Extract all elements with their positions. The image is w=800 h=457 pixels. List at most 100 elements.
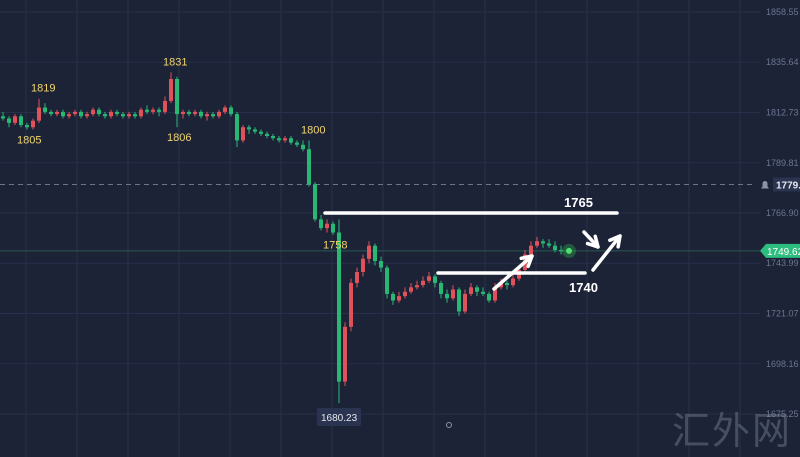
candle-body	[457, 289, 461, 312]
candle-body	[463, 293, 467, 312]
candle-body	[319, 219, 323, 229]
candle-body	[535, 241, 539, 246]
candle-body	[127, 114, 131, 117]
current-price-tag	[760, 243, 800, 258]
candle-body	[1, 116, 5, 119]
candle-body	[187, 111, 191, 115]
candle-body	[121, 114, 125, 117]
candle-body	[487, 293, 491, 301]
y-tick-label: 1698.16	[766, 359, 799, 369]
up-arrow-icon-head	[608, 234, 622, 249]
candle-body	[331, 223, 335, 233]
candle-body	[505, 282, 509, 286]
candle-body	[49, 111, 53, 115]
candle-body	[475, 287, 479, 292]
candle-body	[61, 111, 65, 117]
candle-body	[337, 232, 341, 382]
y-tick-label: 1721.07	[766, 309, 799, 319]
scroll-indicator	[446, 422, 452, 428]
watermark: 汇外网	[671, 409, 792, 453]
candle-body	[277, 138, 281, 141]
y-tick-label: 1766.90	[766, 208, 799, 218]
up-arrow-icon-head	[519, 254, 534, 269]
candle-body	[163, 100, 167, 112]
candle-body	[511, 278, 515, 286]
resistance-label: 1765	[564, 195, 593, 210]
down-arrow-icon-head	[585, 234, 600, 249]
candle-body	[109, 111, 113, 117]
candle-body	[529, 245, 533, 255]
candle-body	[367, 245, 371, 259]
candle-body	[469, 287, 473, 294]
candle-body	[217, 111, 221, 117]
candle-body	[253, 129, 257, 132]
candle-body	[559, 250, 563, 252]
candle-body	[37, 107, 41, 121]
candle-body	[199, 111, 203, 117]
candle-body	[241, 127, 245, 141]
up-arrow-icon	[492, 254, 534, 291]
candle-body	[421, 280, 425, 286]
y-tick-label: 1675.25	[766, 409, 799, 419]
candle-body	[547, 243, 551, 246]
candle-body	[25, 125, 29, 128]
candle-body	[379, 261, 383, 268]
candle-body	[493, 287, 497, 301]
y-tick-label: 1743.99	[766, 258, 799, 268]
candle-body	[193, 111, 197, 115]
candle-body	[415, 285, 419, 288]
candle-body	[343, 326, 347, 382]
candle-body	[325, 223, 329, 229]
candle-body	[85, 114, 89, 117]
candle-body	[103, 114, 107, 117]
candle-body	[223, 107, 227, 112]
candle-body	[481, 291, 485, 294]
low-price-box	[317, 408, 361, 426]
bell-icon	[761, 180, 769, 189]
candle-body	[397, 296, 401, 301]
price-label: 1831	[163, 56, 187, 68]
candle-body	[385, 267, 389, 294]
y-tick-label: 1835.64	[766, 57, 799, 67]
y-tick-label: 1789.81	[766, 158, 799, 168]
candle-body	[307, 149, 311, 185]
candle-body	[43, 107, 47, 112]
candle-body	[295, 142, 299, 145]
candle-body	[289, 138, 293, 143]
candle-body	[361, 258, 365, 272]
up-arrow-icon	[591, 234, 622, 272]
alert-price-box	[773, 177, 800, 192]
candle-body	[79, 111, 83, 117]
candle-body	[19, 116, 23, 126]
price-label: 1819	[31, 83, 55, 95]
live-price-dot	[566, 247, 572, 254]
candle-body	[235, 114, 239, 141]
candle-body	[313, 184, 317, 220]
price-label: 1805	[17, 134, 41, 146]
candle-body	[445, 293, 449, 299]
price-label: 1758	[323, 240, 347, 252]
candle-body	[139, 109, 143, 117]
candle-body	[31, 120, 35, 128]
candle-body	[247, 127, 251, 130]
candle-body	[541, 241, 545, 244]
candle-body	[67, 114, 71, 117]
candle-body	[133, 114, 137, 117]
candle-body	[7, 118, 11, 123]
candle-body	[409, 287, 413, 292]
low-price-label: 1680.23	[321, 413, 358, 424]
candle-body	[175, 79, 179, 115]
current-price-label: 1749.62	[767, 247, 800, 258]
y-tick-label: 1858.55	[766, 7, 799, 17]
candle-body	[55, 111, 59, 115]
candle-body	[301, 144, 305, 150]
candle-body	[13, 116, 17, 123]
candle-body	[145, 109, 149, 112]
support-label: 1740	[569, 280, 598, 295]
candle-body	[211, 114, 215, 117]
candle-body	[91, 109, 95, 115]
candle-body	[169, 79, 173, 101]
candle-body	[439, 282, 443, 294]
